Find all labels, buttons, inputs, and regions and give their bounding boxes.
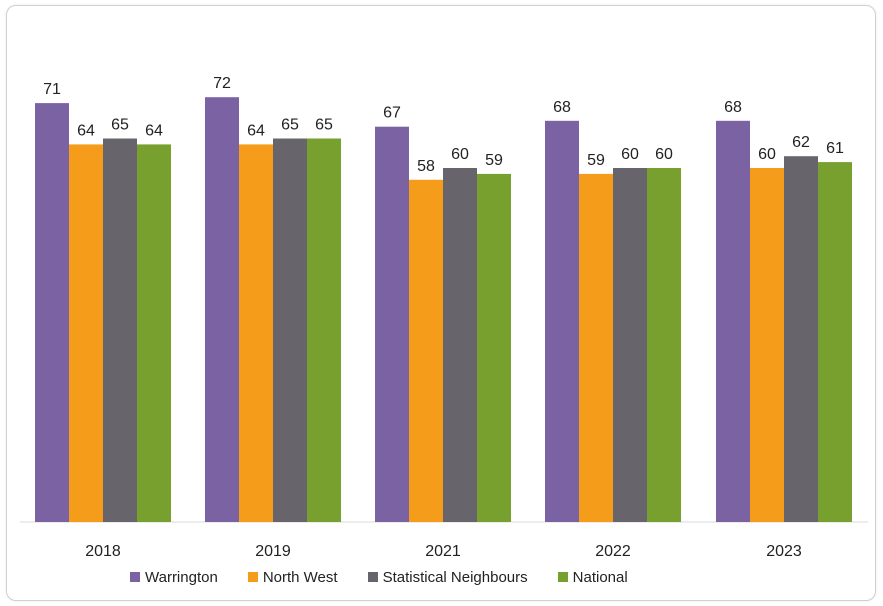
bar: [545, 120, 579, 523]
legend-item: Statistical Neighbours: [367, 568, 528, 586]
bar: [239, 144, 273, 522]
legend-item: North West: [247, 568, 338, 586]
x-tick-label: 2019: [255, 543, 291, 560]
x-tick-label: 2021: [425, 543, 461, 560]
legend-item: Warrington: [130, 569, 218, 586]
x-tick-label: 2018: [85, 543, 121, 560]
bar: [307, 138, 341, 522]
bar: [137, 144, 171, 522]
data-label: 64: [77, 122, 95, 139]
legend-swatch: [247, 572, 258, 582]
bar: [443, 168, 477, 522]
bar: [818, 162, 852, 522]
legend-swatch: [130, 572, 140, 582]
legend-swatch: [367, 572, 378, 582]
bar: [273, 138, 307, 522]
data-label: 64: [247, 122, 265, 139]
bar: [103, 138, 137, 522]
legend-label: North West: [262, 568, 338, 586]
data-label: 61: [826, 140, 844, 157]
data-label: 72: [213, 75, 231, 92]
data-label: 59: [485, 152, 503, 169]
bar: [613, 168, 647, 522]
bar: [35, 103, 69, 522]
data-label: 60: [758, 146, 776, 163]
data-label: 62: [792, 134, 810, 151]
data-label: 58: [417, 158, 435, 175]
bar: [205, 97, 239, 522]
data-label: 64: [145, 122, 163, 139]
bar: [784, 156, 818, 522]
legend-label: Warrington: [145, 568, 218, 586]
bar: [409, 179, 443, 523]
legend-label: National: [572, 568, 628, 586]
bar: [579, 173, 613, 522]
data-label: 68: [553, 99, 571, 116]
data-label: 60: [655, 146, 673, 163]
legend: Warrington North West Statistical Neighbou…: [130, 567, 658, 587]
data-label: 67: [383, 105, 401, 122]
data-label: 60: [621, 146, 639, 163]
bar: [750, 168, 784, 522]
data-label: 65: [315, 117, 333, 134]
bar: [375, 126, 409, 522]
data-label: 60: [451, 146, 469, 163]
legend-label: Statistical Neighbours: [382, 568, 528, 586]
bar: [477, 173, 511, 522]
data-label: 59: [587, 152, 605, 169]
x-tick-label: 2023: [766, 543, 802, 560]
data-label: 65: [281, 117, 299, 134]
x-tick-label: 2022: [595, 543, 631, 560]
data-label: 71: [43, 81, 61, 98]
bar: [716, 120, 750, 523]
bar: [69, 144, 103, 522]
legend-item: National: [557, 568, 628, 586]
data-label: 65: [111, 117, 129, 134]
bar: [647, 168, 681, 522]
data-label: 68: [724, 99, 742, 116]
legend-swatch: [557, 572, 568, 582]
